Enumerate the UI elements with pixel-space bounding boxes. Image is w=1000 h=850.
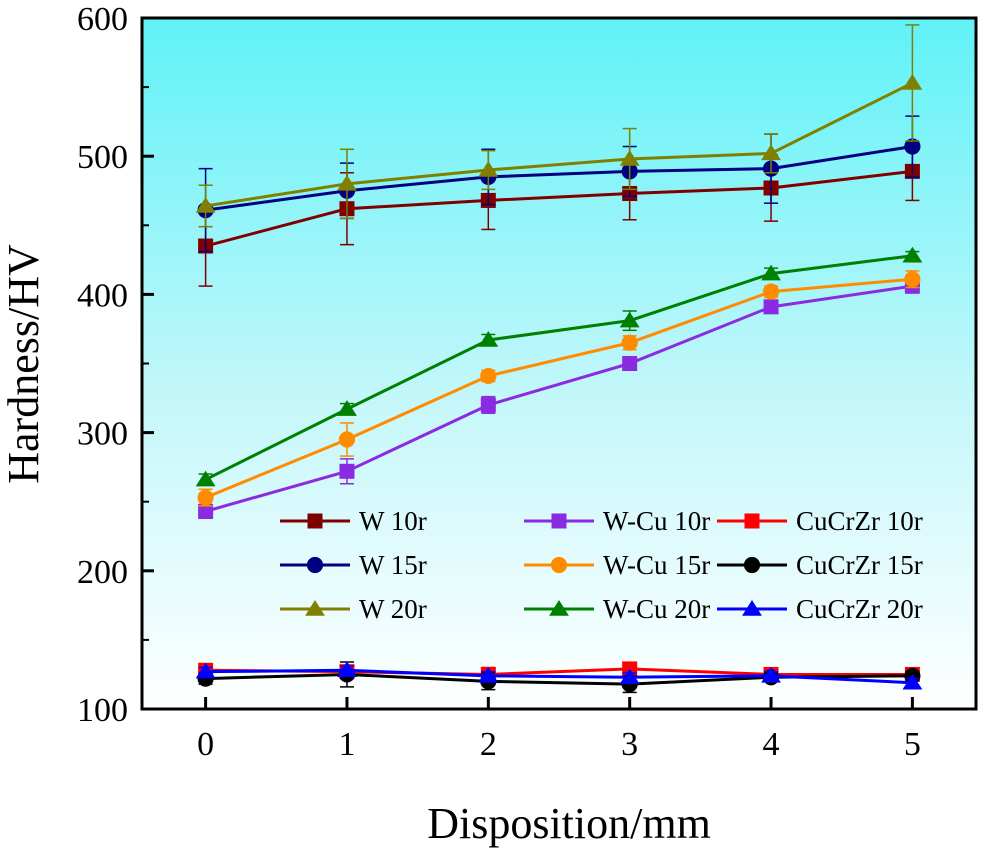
data-layer [195, 24, 923, 694]
data-point-triangle [761, 264, 781, 281]
data-point-circle [197, 489, 214, 506]
legend-label: W-Cu 20r [603, 594, 710, 624]
legend-item-cucrzr-20r: CuCrZr 20r [717, 594, 923, 624]
series-w-cu-10r [198, 278, 920, 520]
data-point-triangle [619, 668, 640, 684]
data-point-triangle [619, 311, 640, 328]
data-point-circle [480, 367, 497, 385]
legend-item-w-cu-15r: W-Cu 15r [524, 550, 710, 580]
y-tick-label: 300 [77, 416, 128, 453]
series-line [204, 254, 913, 481]
data-point-triangle [761, 666, 781, 683]
data-point-square [339, 463, 355, 479]
data-point-triangle [337, 400, 357, 416]
data-point-triangle [761, 144, 781, 161]
x-tick-label: 1 [338, 726, 355, 763]
legend-label: CuCrZr 10r [796, 506, 923, 536]
y-tick-label: 200 [77, 554, 128, 591]
legend-marker [551, 513, 567, 529]
legend-marker [306, 556, 324, 574]
data-point-square [480, 397, 496, 413]
legend-item-w-cu-10r: W-Cu 10r [524, 506, 710, 536]
legend-item-cucrzr-15r: CuCrZr 15r [717, 550, 923, 580]
series-cucrzr-20r [195, 661, 923, 690]
data-point-triangle [478, 161, 499, 177]
data-point-triangle [902, 73, 923, 90]
data-point-square [198, 503, 214, 519]
legend-item-w-10r: W 10r [280, 506, 427, 536]
x-tick-label: 5 [904, 726, 921, 763]
legend-item-w-15r: W 15r [280, 550, 427, 580]
data-point-circle [621, 334, 638, 351]
data-point-square [763, 299, 779, 315]
legend-marker [307, 513, 323, 529]
data-point-triangle [902, 673, 923, 690]
x-tick-label: 0 [197, 726, 214, 763]
legend-label: W 20r [359, 594, 427, 624]
data-point-triangle [195, 196, 216, 213]
legend-marker [549, 600, 569, 616]
legend-item-w-20r: W 20r [280, 594, 427, 624]
data-point-circle [904, 271, 921, 288]
plot-background [142, 18, 976, 709]
series-line [205, 284, 913, 513]
legend-label: W-Cu 15r [603, 550, 710, 580]
y-axis-title: Hardness/HV [0, 244, 48, 484]
legend-label: W 10r [359, 506, 427, 536]
series-line [205, 169, 913, 248]
data-point-triangle [337, 661, 357, 678]
data-point-circle [762, 283, 780, 300]
legend-item-w-cu-20r: W-Cu 20r [524, 594, 710, 624]
legend-marker [305, 600, 325, 616]
legend-marker [743, 556, 761, 574]
series-w-cu-15r [197, 270, 921, 507]
series-line [205, 81, 914, 208]
y-tick-label: 500 [77, 139, 128, 176]
legend-marker [744, 513, 760, 529]
legend-label: W-Cu 10r [603, 506, 710, 536]
series-w-20r [195, 24, 923, 228]
data-point-circle [904, 138, 921, 155]
data-point-triangle [902, 246, 923, 263]
data-point-square [622, 356, 638, 371]
legend-label: CuCrZr 15r [796, 550, 923, 580]
data-point-triangle [478, 666, 499, 683]
data-point-circle [338, 431, 356, 448]
data-point-triangle [195, 470, 216, 487]
data-point-triangle [619, 149, 640, 166]
legend-marker [742, 600, 762, 616]
x-axis-title: Disposition/mm [427, 799, 711, 848]
series-w-cu-20r [195, 246, 923, 487]
x-tick-label: 3 [621, 726, 638, 763]
x-tick-label: 2 [480, 726, 497, 763]
legend-label: CuCrZr 20r [796, 594, 923, 624]
legend: W 10r W 15r W 20r W-Cu 10r W-Cu 15r W-Cu 20r C… [280, 506, 923, 624]
legend-marker [550, 556, 568, 574]
series-line [205, 277, 913, 499]
data-point-triangle [478, 331, 499, 347]
y-tick-label: 600 [77, 1, 128, 38]
legend-item-cucrzr-10r: CuCrZr 10r [717, 506, 923, 536]
data-point-triangle [195, 662, 216, 679]
y-tick-label: 400 [77, 277, 128, 314]
data-point-triangle [337, 174, 357, 191]
y-tick-label: 100 [77, 692, 128, 729]
series-line [205, 668, 913, 685]
legend-label: W 15r [359, 550, 427, 580]
axis-ticks: 0 1 2 3 4 5 100 200 300 400 500 600 [77, 1, 921, 763]
x-tick-label: 4 [763, 726, 780, 763]
series-line [205, 145, 913, 212]
